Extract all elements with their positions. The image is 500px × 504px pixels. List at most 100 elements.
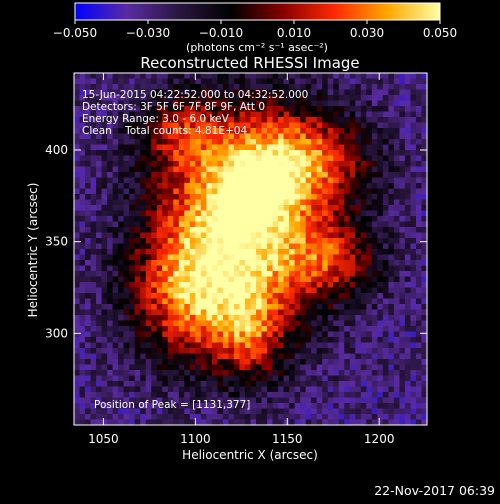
heatmap-cell <box>278 161 285 167</box>
heatmap-cell <box>244 100 251 107</box>
heatmap-cell <box>244 155 251 162</box>
heatmap-cell <box>173 370 180 376</box>
heatmap-cell <box>283 78 290 85</box>
heatmap-cell <box>410 95 417 101</box>
heatmap-cell <box>85 392 92 398</box>
heatmap-cell <box>322 150 329 156</box>
heatmap-cell <box>173 271 180 277</box>
heatmap-cell <box>305 254 312 261</box>
heatmap-cell <box>211 100 218 107</box>
heatmap-cell <box>377 166 384 173</box>
heatmap-cell <box>305 397 312 404</box>
heatmap-cell <box>239 276 246 283</box>
heatmap-cell <box>206 392 213 398</box>
heatmap-cell <box>151 265 158 272</box>
heatmap-cell <box>244 414 251 420</box>
heatmap-cell <box>200 375 207 382</box>
heatmap-cell <box>250 348 257 354</box>
heatmap-cell <box>96 265 103 272</box>
heatmap-cell <box>101 188 108 195</box>
heatmap-cell <box>151 172 158 178</box>
heatmap-cell <box>211 298 218 305</box>
heatmap-cell <box>85 249 92 255</box>
heatmap-cell <box>244 287 251 294</box>
heatmap-cell <box>377 172 384 178</box>
heatmap-cell <box>404 216 411 222</box>
heatmap-cell <box>410 188 417 195</box>
heatmap-cell <box>261 221 268 228</box>
heatmap-cell <box>355 144 362 151</box>
heatmap-cell <box>344 194 351 200</box>
heatmap-cell <box>366 172 373 178</box>
heatmap-cell <box>388 309 395 316</box>
heatmap-cell <box>134 73 141 79</box>
heatmap-cell <box>382 276 389 283</box>
heatmap-cell <box>217 183 224 189</box>
heatmap-cell <box>278 155 285 162</box>
heatmap-cell <box>366 177 373 184</box>
heatmap-cell <box>151 287 158 294</box>
heatmap-cell <box>85 227 92 233</box>
heatmap-cell <box>300 210 307 217</box>
heatmap-cell <box>327 326 334 332</box>
heatmap-cell <box>140 89 147 96</box>
heatmap-cell <box>211 111 218 118</box>
heatmap-cell <box>261 370 268 376</box>
heatmap-cell <box>123 392 130 398</box>
heatmap-cell <box>123 386 130 393</box>
heatmap-cell <box>129 282 136 288</box>
heatmap-cell <box>107 370 114 376</box>
heatmap-cell <box>123 265 130 272</box>
heatmap-cell <box>200 205 207 211</box>
heatmap-cell <box>112 370 119 376</box>
heatmap-cell <box>289 150 296 156</box>
heatmap-cell <box>156 331 163 338</box>
heatmap-cell <box>222 221 229 228</box>
heatmap-cell <box>338 161 345 167</box>
heatmap-cell <box>79 326 86 332</box>
heatmap-cell <box>300 238 307 244</box>
heatmap-cell <box>90 100 97 107</box>
heatmap-cell <box>338 128 345 134</box>
heatmap-cell <box>250 205 257 211</box>
heatmap-cell <box>167 133 174 140</box>
heatmap-cell <box>305 403 312 409</box>
heatmap-cell <box>74 133 81 140</box>
heatmap-cell <box>200 183 207 189</box>
heatmap <box>74 73 427 425</box>
heatmap-cell <box>173 205 180 211</box>
heatmap-cell <box>134 293 141 299</box>
heatmap-cell <box>421 166 427 173</box>
heatmap-cell <box>184 139 191 145</box>
heatmap-cell <box>278 78 285 85</box>
heatmap-cell <box>90 337 97 343</box>
heatmap-cell <box>382 287 389 294</box>
heatmap-cell <box>123 177 130 184</box>
heatmap-cell <box>404 161 411 167</box>
heatmap-cell <box>404 122 411 129</box>
heatmap-cell <box>85 381 92 387</box>
heatmap-cell <box>96 293 103 299</box>
heatmap-cell <box>267 210 274 217</box>
heatmap-cell <box>178 254 185 261</box>
heatmap-cell <box>283 106 290 112</box>
heatmap-cell <box>327 337 334 343</box>
heatmap-cell <box>195 122 202 129</box>
heatmap-cell <box>261 337 268 343</box>
heatmap-cell <box>118 177 125 184</box>
heatmap-cell <box>360 155 367 162</box>
heatmap-cell <box>278 414 285 420</box>
heatmap-cell <box>393 260 400 266</box>
heatmap-cell <box>415 397 422 404</box>
heatmap-cell <box>261 95 268 101</box>
heatmap-cell <box>162 326 169 332</box>
heatmap-cell <box>415 84 422 90</box>
heatmap-cell <box>129 100 136 107</box>
heatmap-cell <box>239 254 246 261</box>
heatmap-cell <box>189 100 196 107</box>
heatmap-cell <box>222 331 229 338</box>
heatmap-cell <box>355 221 362 228</box>
heatmap-cell <box>129 188 136 195</box>
heatmap-cell <box>382 194 389 200</box>
heatmap-cell <box>96 243 103 250</box>
